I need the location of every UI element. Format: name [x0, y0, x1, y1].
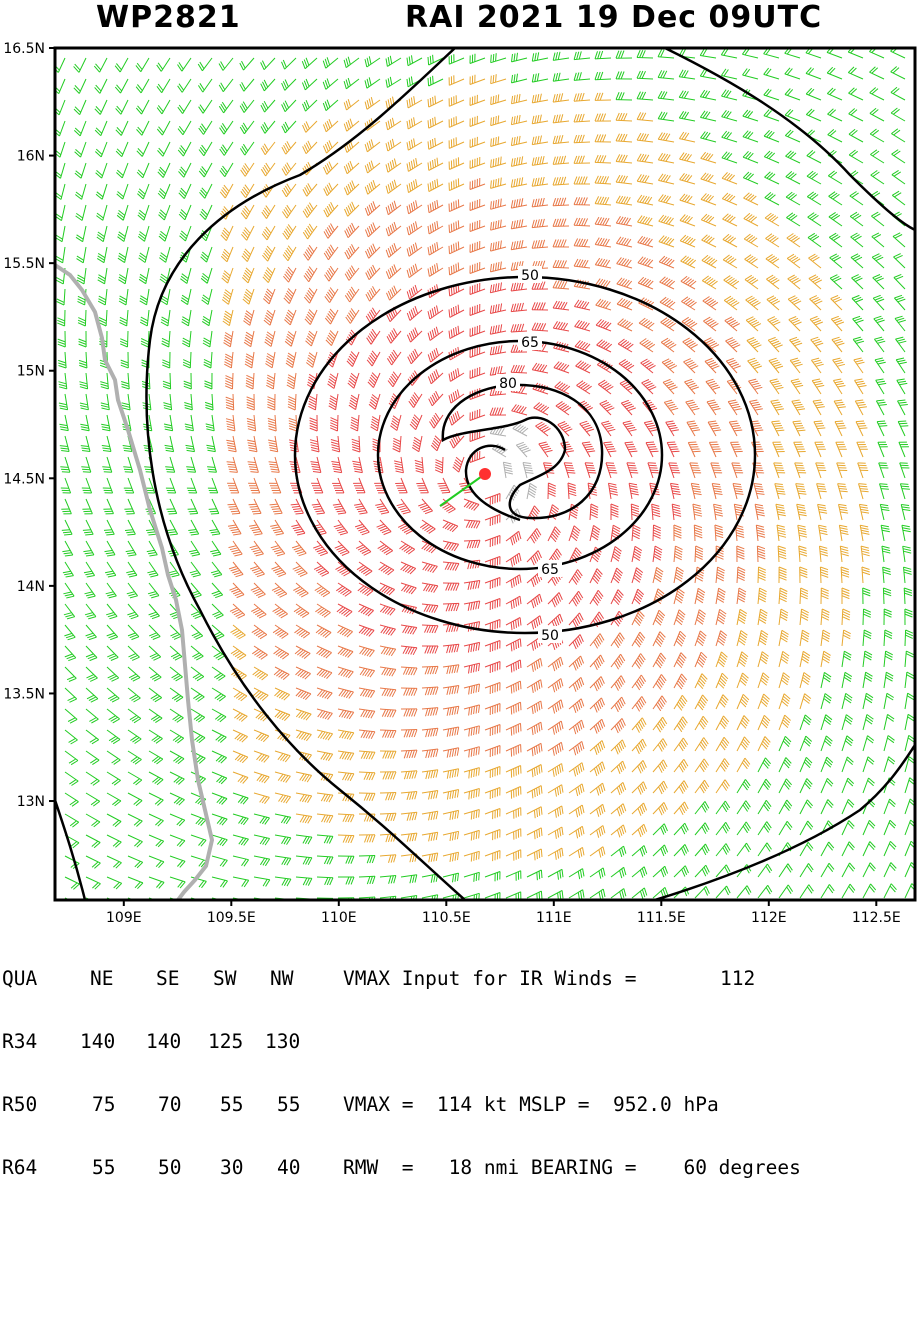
lon-label: 112.5E [852, 910, 901, 926]
lon-label: 110E [321, 910, 357, 926]
storm-center-marker [479, 468, 491, 480]
table-row: R64 55 50 30 40 RMW = 18 nmi BEARING = 6… [0, 1157, 919, 1178]
lon-label: 110.5E [422, 910, 471, 926]
cell-sw: 55 [220, 1094, 243, 1115]
lon-label: 112E [751, 910, 787, 926]
wind-map: 50 50 65 65 80 16.5N 16N 15.5N 15N 14.5N 14N 13.5N… [0, 0, 919, 926]
cell-se: 140 [146, 1031, 181, 1052]
table-header-row: QUA NE SE SW NW VMAX Input for IR Winds … [0, 968, 919, 989]
row-label: R50 [2, 1094, 37, 1115]
cell-ne: 75 [92, 1094, 115, 1115]
cell-ne: 55 [92, 1157, 115, 1178]
cell-nw: 40 [277, 1157, 300, 1178]
cell-se: 70 [158, 1094, 181, 1115]
lat-label: 14N [17, 579, 45, 595]
cell-se: 50 [158, 1157, 181, 1178]
cell-nw: 130 [265, 1031, 300, 1052]
lat-label: 13.5N [3, 686, 45, 702]
cell-ne: 140 [80, 1031, 115, 1052]
cell-sw: 30 [220, 1157, 243, 1178]
contour-label: 65 [521, 335, 539, 351]
vmax-input-label: VMAX Input for IR Winds = [343, 968, 637, 989]
cell-sw: 125 [208, 1031, 243, 1052]
table-row: R50 75 70 55 55 VMAX = 114 kt MSLP = 952… [0, 1094, 919, 1115]
contour-label: 80 [499, 376, 517, 392]
cell-nw: 55 [277, 1094, 300, 1115]
table-row: R34 140 140 125 130 [0, 1031, 919, 1052]
lat-label: 13N [17, 794, 45, 810]
header-ne: NE [90, 968, 113, 989]
header-sw: SW [213, 968, 236, 989]
header-se: SE [156, 968, 179, 989]
vmax-input-value: 112 [720, 968, 755, 989]
contour-label: 65 [541, 562, 559, 578]
lon-label: 111.5E [637, 910, 686, 926]
lat-label: 16N [17, 149, 45, 165]
lat-label: 16.5N [3, 41, 45, 57]
row-note: RMW = 18 nmi BEARING = 60 degrees [343, 1157, 801, 1178]
contour-label: 50 [521, 268, 539, 284]
row-label: R34 [2, 1031, 37, 1052]
lat-label: 15N [17, 364, 45, 380]
lat-label: 15.5N [3, 256, 45, 272]
contour-label: 50 [541, 628, 559, 644]
wind-radii-table: QUA NE SE SW NW VMAX Input for IR Winds … [0, 926, 919, 1014]
header-nw: NW [270, 968, 293, 989]
lon-label: 111E [536, 910, 572, 926]
lat-label: 14.5N [3, 471, 45, 487]
lon-label: 109.5E [207, 910, 256, 926]
row-note: VMAX = 114 kt MSLP = 952.0 hPa [343, 1094, 719, 1115]
row-label: R64 [2, 1157, 37, 1178]
lon-label: 109E [106, 910, 142, 926]
quadrant-label: QUA [2, 968, 37, 989]
